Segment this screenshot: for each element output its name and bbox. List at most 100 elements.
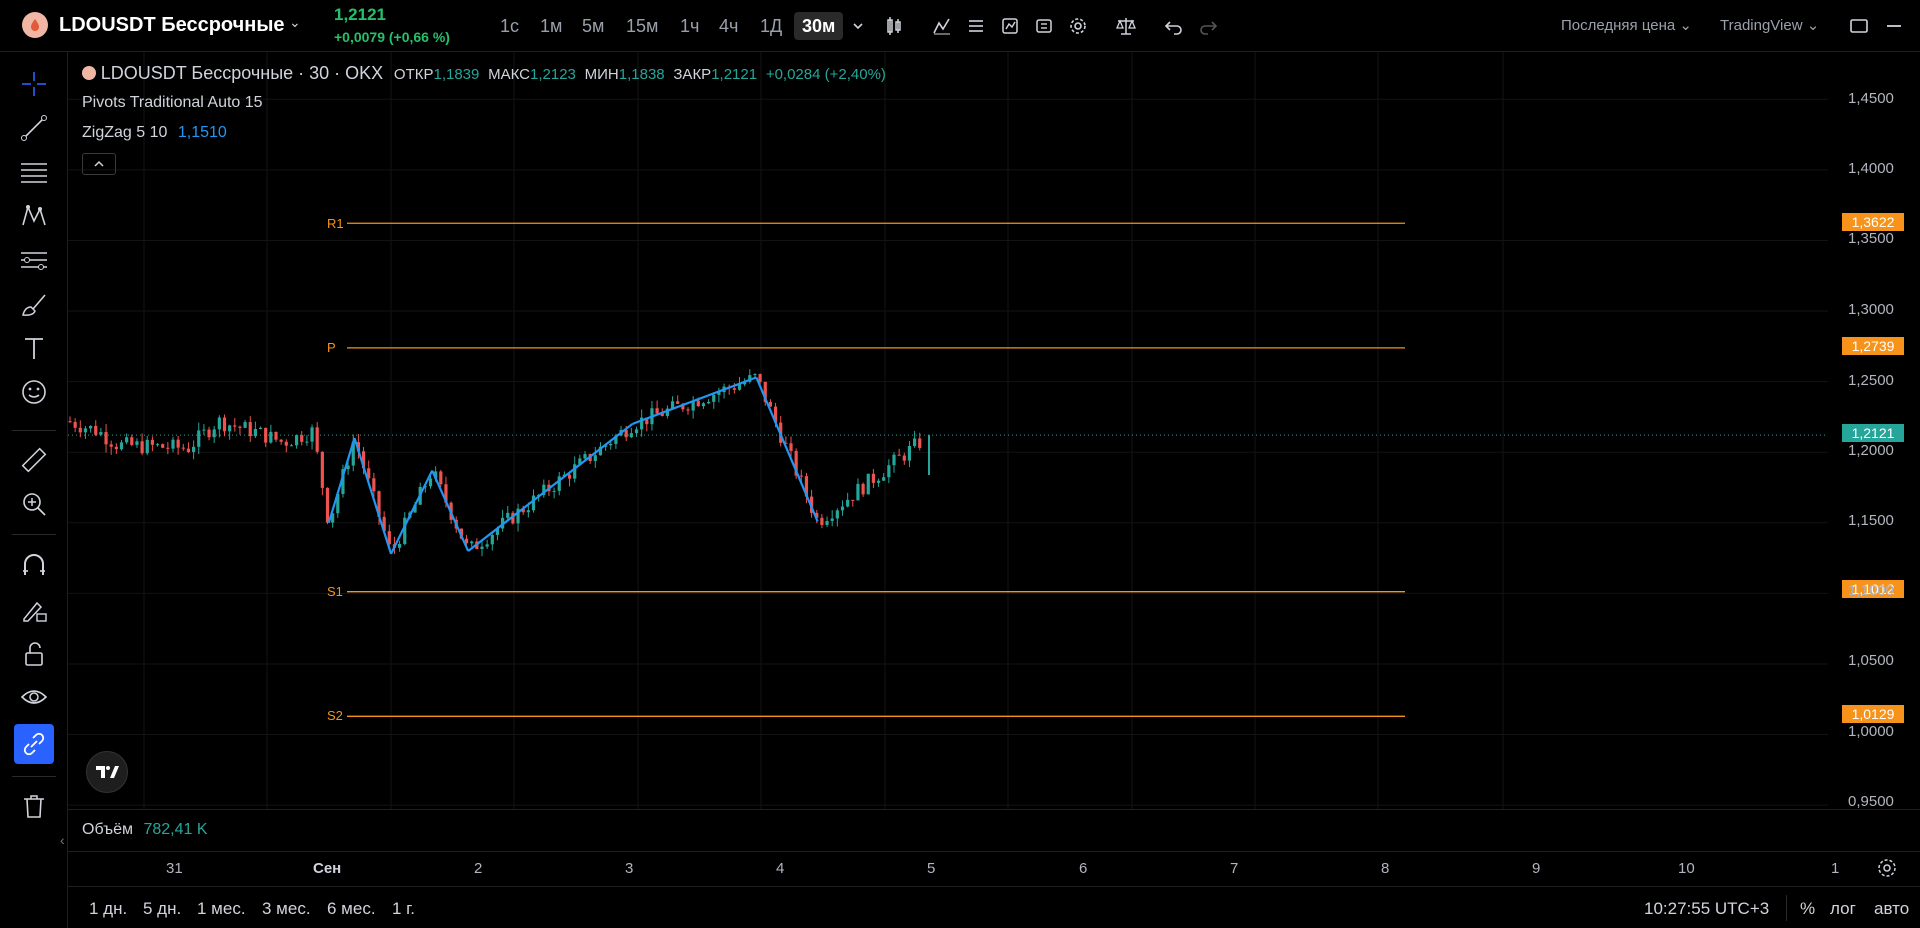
candle-body	[634, 429, 639, 434]
pattern-icon[interactable]	[14, 196, 54, 236]
tf-1h[interactable]: 1ч	[680, 16, 700, 36]
gear-icon[interactable]	[1064, 12, 1092, 40]
chart-style-select[interactable]: TradingView ⌄	[1720, 16, 1819, 34]
legend-title: LDOUSDT Бессрочные · 30 · OKX	[100, 63, 384, 83]
candle-body	[691, 400, 695, 411]
chevron-down-icon[interactable]	[844, 12, 872, 40]
legend-open-label: ОТКР	[393, 66, 434, 83]
chevron-down-icon[interactable]: ⌄	[289, 14, 301, 30]
trend-line-icon[interactable]	[14, 108, 54, 148]
toolbar-divider	[12, 430, 56, 431]
brush-icon[interactable]	[14, 284, 54, 324]
indicators-icon[interactable]	[928, 12, 956, 40]
candle-body	[768, 401, 772, 407]
range-1m[interactable]: 1 мес.	[197, 899, 246, 918]
trash-icon[interactable]	[14, 786, 54, 826]
price-axis-label: 1,3500	[1848, 230, 1894, 247]
chart-style-label: TradingView	[1720, 17, 1803, 34]
price-chart[interactable]	[68, 52, 1920, 886]
legend-low-label: МИН	[584, 66, 619, 83]
zigzag-segment	[431, 470, 470, 552]
candle-body	[361, 451, 366, 469]
ruler-icon[interactable]	[14, 440, 54, 480]
tf-4h[interactable]: 4ч	[719, 16, 739, 36]
candle-body	[567, 474, 572, 479]
candles-icon[interactable]	[880, 12, 908, 40]
candle-body	[887, 465, 891, 478]
collapse-legend-button[interactable]	[82, 153, 116, 175]
eye-icon[interactable]	[14, 678, 54, 718]
alert-icon[interactable]	[996, 12, 1024, 40]
zigzag-legend[interactable]: ZigZag 5 10 1,1510	[82, 124, 227, 142]
redo-icon[interactable]	[1194, 12, 1222, 40]
compare-scale-icon[interactable]	[1112, 12, 1140, 40]
lock-drawing-icon[interactable]	[14, 590, 54, 630]
price-type-select[interactable]: Последняя цена ⌄	[1561, 16, 1692, 34]
time-axis-label: 1	[1831, 860, 1840, 877]
tf-1d[interactable]: 1Д	[760, 16, 783, 36]
range-6m[interactable]: 6 мес.	[327, 899, 376, 918]
fib-icon[interactable]	[14, 240, 54, 280]
candle-body	[99, 432, 103, 435]
pivot-s1-tag: 1,1012	[1842, 580, 1904, 598]
candle-body	[717, 392, 721, 395]
magnet-icon[interactable]	[14, 546, 54, 586]
templates-icon[interactable]	[962, 12, 990, 40]
candle-body	[114, 446, 118, 450]
unlock-icon[interactable]	[14, 634, 54, 674]
candle-body	[181, 447, 185, 449]
clock[interactable]: 10:27:55 UTC+3	[1644, 899, 1770, 918]
candle-body	[356, 442, 360, 452]
replay-icon[interactable]	[1030, 12, 1058, 40]
emoji-icon[interactable]	[14, 372, 54, 412]
candle-body	[609, 443, 613, 446]
text-icon[interactable]	[14, 328, 54, 368]
chart-pane[interactable]: LDOUSDT Бессрочные · 30 · OKX ОТКР1,1839…	[68, 52, 1920, 928]
horizontal-lines-icon[interactable]	[14, 152, 54, 192]
range-1y[interactable]: 1 г.	[392, 899, 416, 918]
zoom-in-icon[interactable]	[14, 484, 54, 524]
candle-body	[238, 426, 242, 428]
auto-toggle[interactable]: авто	[1874, 899, 1910, 918]
candle-body	[835, 510, 839, 519]
candle-body	[135, 441, 139, 445]
percent-toggle[interactable]: %	[1800, 899, 1816, 918]
candle-body	[78, 427, 82, 433]
range-1d[interactable]: 1 дн.	[89, 899, 128, 918]
candle-body	[243, 422, 247, 428]
pivots-legend[interactable]: Pivots Traditional Auto 15	[82, 94, 263, 111]
volume-legend[interactable]: Объём 782,41 K	[82, 821, 208, 839]
undo-icon[interactable]	[1160, 12, 1188, 40]
price-type-label: Последняя цена	[1561, 17, 1676, 34]
candle-body	[217, 417, 221, 430]
log-toggle[interactable]: лог	[1830, 899, 1856, 918]
tf-1m[interactable]: 1м	[540, 16, 563, 36]
range-3m[interactable]: 3 мес.	[262, 899, 311, 918]
tf-5m[interactable]: 5м	[582, 16, 605, 36]
pivot-r1-label: R1	[327, 216, 344, 231]
candle-body	[212, 429, 216, 438]
pivot-s1-label: S1	[327, 584, 343, 599]
time-axis-label: 3	[625, 860, 634, 877]
link-icon[interactable]	[14, 724, 54, 764]
tf-30m-active[interactable]: 30м	[794, 12, 844, 40]
candle-body	[284, 441, 288, 446]
candle-body	[712, 394, 716, 402]
range-5d[interactable]: 5 дн.	[143, 899, 182, 918]
fullscreen-icon[interactable]	[1845, 12, 1873, 40]
tf-15m[interactable]: 15м	[626, 16, 659, 36]
candle-body	[341, 469, 345, 495]
symbol-name[interactable]: LDOUSDT Бессрочные	[59, 14, 285, 36]
tradingview-logo-icon[interactable]	[86, 751, 128, 793]
time-axis-label: 8	[1381, 860, 1390, 877]
candle-body	[109, 444, 113, 447]
candle-body	[789, 443, 793, 451]
crosshair-icon[interactable]	[14, 64, 54, 104]
gear-icon[interactable]	[1876, 857, 1898, 884]
tf-1s[interactable]: 1с	[500, 16, 520, 36]
candle-body	[171, 439, 175, 449]
candle-body	[526, 510, 530, 513]
chevron-left-icon[interactable]: ‹	[60, 832, 65, 848]
time-axis-label: 6	[1079, 860, 1088, 877]
minimize-icon[interactable]	[1880, 12, 1908, 40]
